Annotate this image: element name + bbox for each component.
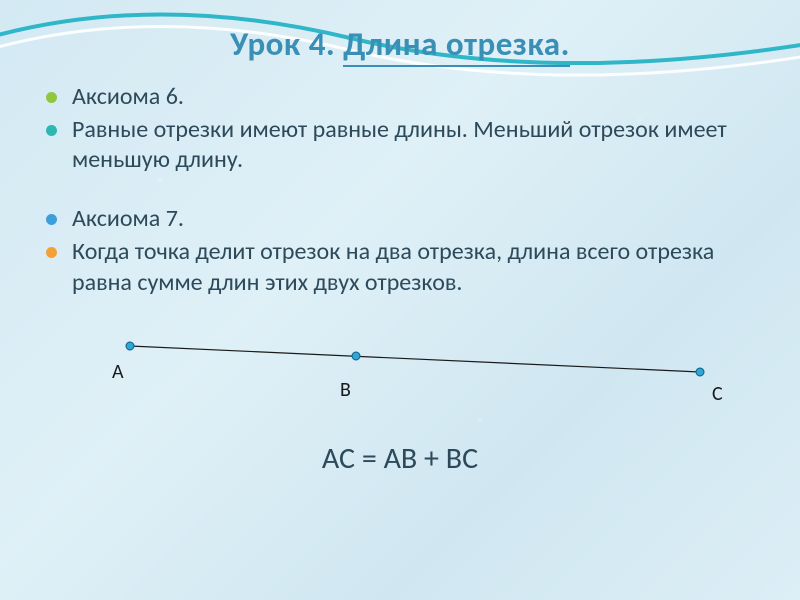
point-b xyxy=(352,352,360,360)
segment-diagram: A B C xyxy=(40,316,760,436)
diagram-svg xyxy=(110,332,730,402)
title-underlined: Длина отрезка. xyxy=(343,24,570,67)
formula-text: AC = AB + BC xyxy=(40,440,760,477)
bullet-list: Аксиома 6. Равные отрезки имеют равные д… xyxy=(46,82,760,298)
bullet-text: Когда точка делит отрезок на два отрезка… xyxy=(72,237,714,297)
point-c xyxy=(696,368,704,376)
title-prefix: Урок 4. xyxy=(230,24,343,64)
label-c: C xyxy=(712,382,723,406)
label-a: A xyxy=(112,360,124,384)
slide-content: Урок 4. Длина отрезка. Аксиома 6. Равные… xyxy=(0,0,800,477)
list-item: Аксиома 6. xyxy=(46,82,760,113)
segment-line xyxy=(130,346,700,372)
list-item: Равные отрезки имеют равные длины. Меньш… xyxy=(46,115,760,176)
slide-title: Урок 4. Длина отрезка. xyxy=(40,24,760,64)
list-item: Аксиома 7. xyxy=(46,204,760,235)
point-a xyxy=(126,342,134,350)
spacer xyxy=(46,178,760,204)
label-b: B xyxy=(340,378,351,402)
bullet-text: Равные отрезки имеют равные длины. Меньш… xyxy=(72,115,727,175)
list-item: Когда точка делит отрезок на два отрезка… xyxy=(46,237,760,298)
bullet-text: Аксиома 7. xyxy=(72,204,184,233)
bullet-text: Аксиома 6. xyxy=(72,82,184,111)
